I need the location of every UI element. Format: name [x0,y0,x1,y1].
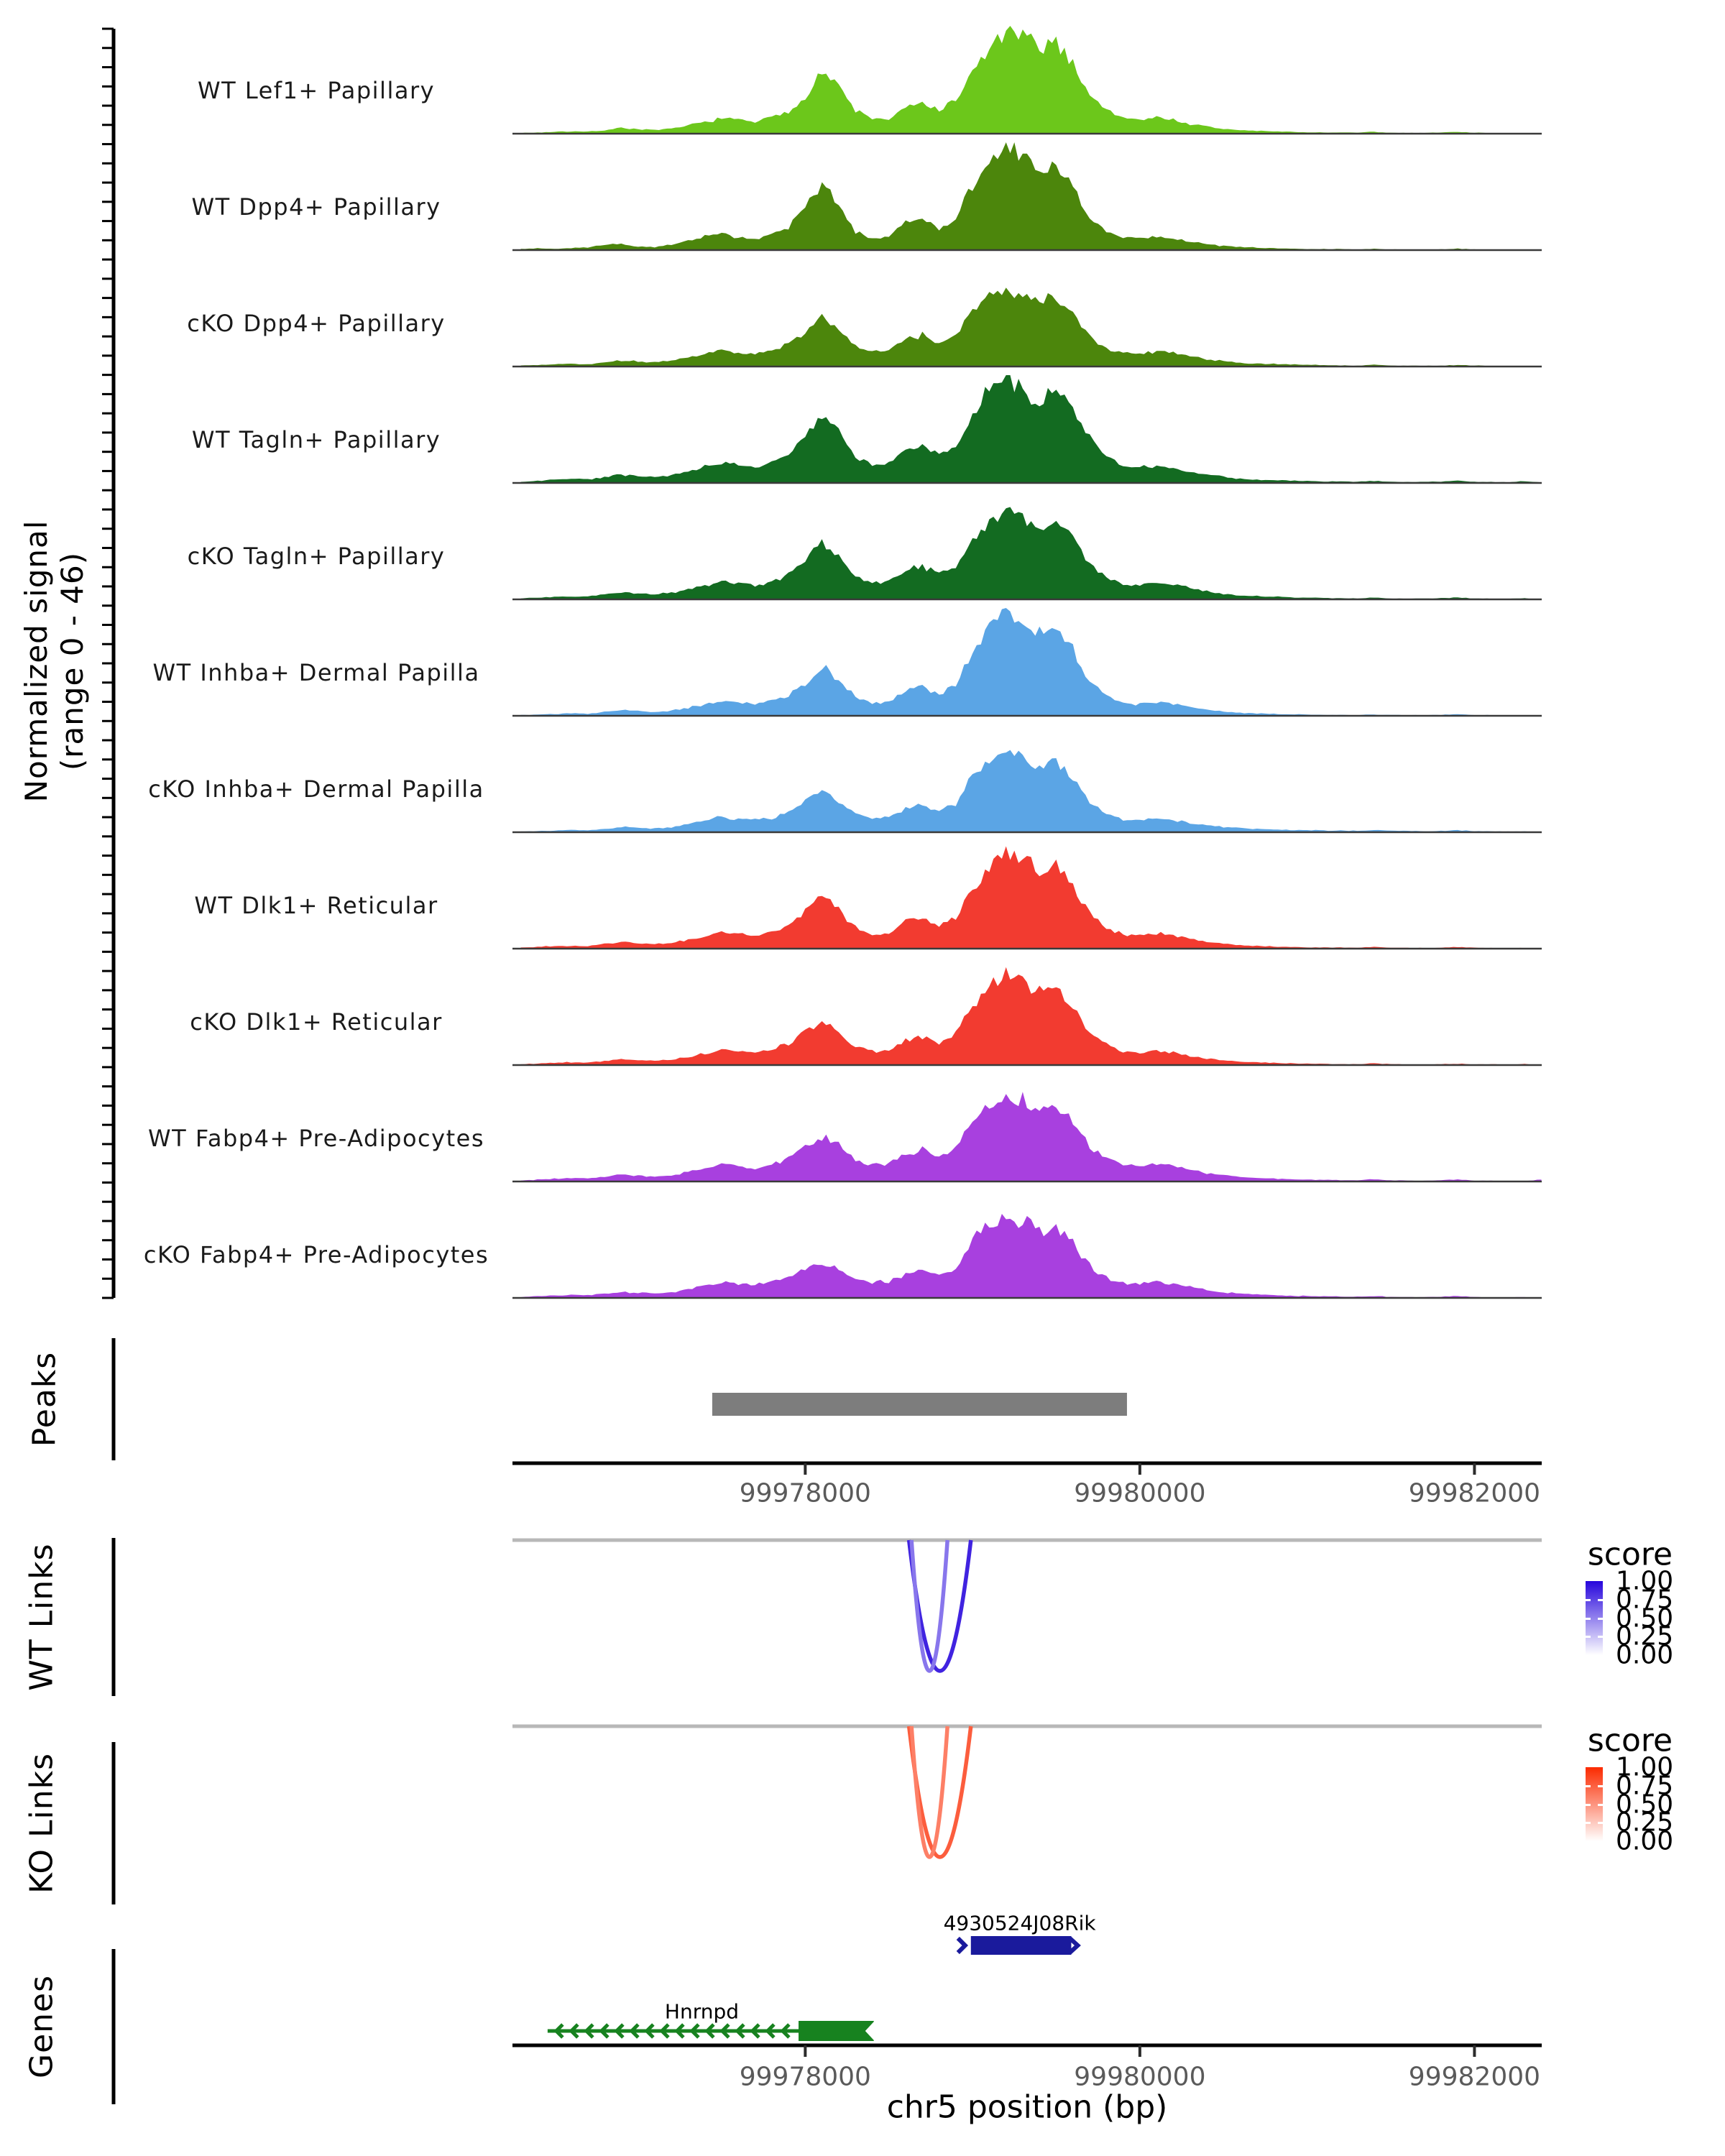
ko-legend-tick-right [1598,1784,1603,1787]
wt-legend-tick-left [1586,1617,1591,1620]
track-label-2: WT Dpp4+ Papillary [191,193,441,221]
wt-legend-label-0.50: 0.50 [1616,1603,1674,1633]
gene-strand-arrow-left-icon [735,2023,745,2039]
coverage-area-5 [520,507,1542,599]
gene-strand-arrow-left-icon [629,2023,640,2039]
gene-strand-arrow-left-icon [659,2023,670,2039]
ko-legend-label-0.25: 0.25 [1616,1807,1674,1838]
ko-legend-label-1.00: 1.00 [1616,1752,1674,1782]
ko-legend-tick-left [1586,1822,1591,1825]
gene-strand-arrow-left-icon [719,2023,730,2039]
lower-axis-tick-label: 99978000 [739,2062,871,2092]
wt-legend-tick-right [1598,1636,1603,1639]
gene-exon-end-notch [865,2021,875,2041]
track-label-1: WT Lef1+ Papillary [197,77,436,104]
lower-axis-tick-label: 99980000 [1074,2062,1206,2092]
wt-legend-label-0.00: 0.00 [1616,1640,1674,1670]
gene-strand-arrow-left-icon [689,2023,700,2039]
upper-axis-tick-label: 99982000 [1408,1478,1541,1508]
ko-score-legend-title: score [1587,1722,1673,1759]
wt-legend-label-0.75: 0.75 [1616,1585,1674,1615]
coverage-area-3 [520,287,1542,367]
peak-bar-1 [712,1393,1127,1416]
gene-strand-arrow-left-icon [750,2023,760,2039]
gene-strand-arrow-left-icon [614,2023,625,2039]
ko-link-arc-2 [909,1726,949,1859]
upper-axis-tick-label: 99980000 [1074,1478,1206,1508]
wt-score-legend-title: score [1587,1536,1673,1573]
track-label-10: WT Fabp4+ Pre-Adipocytes [148,1125,484,1152]
ko-legend-tick-right [1598,1822,1603,1825]
wt-legend-label-0.25: 0.25 [1616,1621,1674,1651]
coverage-area-4 [520,375,1542,483]
track-label-6: WT Inhba+ Dermal Papilla [152,659,480,686]
y-axis-label-line2: (range 0 - 46) [55,551,90,771]
track-label-5: cKO Tagln+ Papillary [187,543,446,570]
track-label-8: WT Dlk1+ Reticular [194,892,438,919]
ko-legend-label-0.00: 0.00 [1616,1826,1674,1856]
ko-links-section-label: KO Links [23,1752,60,1894]
wt-legend-tick-left [1586,1598,1591,1601]
coverage-area-11 [520,1214,1542,1298]
gene-label-Hnrnpd: Hnrnpd [664,1999,740,2024]
gene-strand-arrow-left-icon [584,2023,594,2039]
gene-strand-arrow-left-icon [599,2023,610,2039]
track-label-7: cKO Inhba+ Dermal Papilla [148,775,484,803]
coverage-area-7 [520,750,1542,832]
wt-link-arc-2 [909,1539,949,1673]
track-label-4: WT Tagln+ Papillary [191,426,441,453]
ko-legend-label-0.50: 0.50 [1616,1789,1674,1819]
gene-strand-arrow-left-icon [674,2023,685,2039]
gene-strand-arrow-right-icon [1068,1936,1081,1955]
lower-axis-tick-label: 99982000 [1408,2062,1541,2092]
gene-strand-arrow-left-icon [569,2023,579,2039]
ko-legend-tick-left [1586,1803,1591,1806]
track-label-9: cKO Dlk1+ Reticular [190,1008,443,1036]
peaks-section-label: Peaks [26,1351,63,1447]
coverage-area-6 [520,608,1542,716]
wt-legend-label-1.00: 1.00 [1616,1566,1674,1596]
gene-strand-arrow-right-icon [956,1936,969,1955]
coverage-area-10 [520,1092,1542,1181]
wt-legend-tick-right [1598,1617,1603,1620]
gene-label-4930524J08Rik: 4930524J08Rik [943,1911,1096,1935]
gene-strand-arrow-left-icon [644,2023,655,2039]
x-axis-title: chr5 position (bp) [886,2088,1168,2126]
genes-section-label: Genes [23,1974,60,2079]
wt-links-section-label: WT Links [23,1543,60,1691]
upper-axis-tick-label: 99978000 [739,1478,871,1508]
gene-strand-arrow-left-icon [553,2023,564,2039]
ko-legend-label-0.75: 0.75 [1616,1771,1674,1801]
y-axis-label: Normalized signal (range 0 - 46) [19,520,91,803]
wt-legend-tick-left [1586,1636,1591,1639]
gene-strand-arrow-left-icon [704,2023,715,2039]
ko-legend-tick-right [1598,1803,1603,1806]
wt-legend-tick-right [1598,1598,1603,1601]
coverage-area-8 [520,846,1542,949]
y-axis-label-line1: Normalized signal [19,520,54,803]
gene-strand-arrow-left-icon [765,2023,776,2039]
coverage-area-9 [520,967,1542,1065]
gene-strand-arrow-left-icon [780,2023,791,2039]
coverage-area-1 [520,26,1542,134]
track-label-3: cKO Dpp4+ Papillary [187,310,446,337]
gene-exon-Hnrnpd [799,2021,874,2041]
track-label-11: cKO Fabp4+ Pre-Adipocytes [143,1241,489,1268]
ko-legend-tick-left [1586,1784,1591,1787]
coverage-area-2 [520,142,1542,250]
gene-exon-4930524J08Rik [970,1936,1072,1955]
